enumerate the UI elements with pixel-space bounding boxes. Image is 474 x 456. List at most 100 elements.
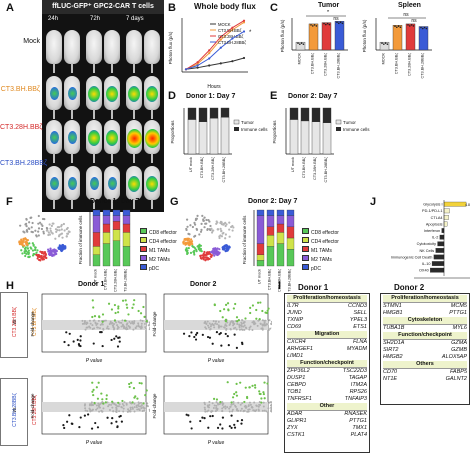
umap-cell: [212, 250, 215, 253]
gene-name: YPEL3: [349, 317, 367, 323]
gene-point: [96, 322, 99, 325]
umap-cell: [193, 221, 196, 224]
gene-name: GZMA: [451, 340, 467, 346]
upregulated-gene: [255, 317, 258, 320]
bioluminescence-signal: [49, 131, 59, 144]
umap-cell: [199, 255, 202, 258]
gene-point: [210, 410, 213, 413]
gene-point: [220, 325, 223, 328]
umap-cell: [60, 223, 63, 227]
gene-point: [217, 320, 220, 323]
umap-cell: [37, 222, 40, 225]
panel-e-label: E: [270, 90, 278, 102]
umap-cell: [186, 225, 189, 228]
upregulated-gene: [235, 394, 239, 397]
umap-cell: [65, 235, 68, 238]
upregulated-gene: [143, 315, 146, 318]
upregulated-gene: [117, 401, 120, 404]
bioluminescence-signal: [88, 130, 100, 146]
umap-cell: [48, 223, 51, 226]
downregulated-gene: [90, 427, 94, 430]
legend-swatch-immune: [336, 127, 341, 131]
fraction-segment: [266, 235, 275, 247]
umap-cell: [34, 229, 37, 232]
umap-cell: [60, 228, 63, 231]
x-axis-label: P value: [208, 440, 225, 446]
gene-point: [214, 320, 217, 323]
gene-point: [263, 323, 266, 326]
umap-cell: [31, 242, 34, 245]
data-point: [196, 64, 199, 67]
gene-point: [206, 410, 209, 413]
legend-label-tumor: Tumor: [343, 120, 356, 125]
upregulated-gene: [110, 308, 114, 311]
umap-cell: [19, 242, 22, 246]
gene-point: [256, 324, 259, 327]
panel-f-label: F: [6, 196, 13, 208]
umap-cell: [54, 250, 57, 253]
umap-cell: [30, 226, 33, 229]
gene-point: [129, 410, 132, 413]
downregulated-gene: [63, 426, 66, 430]
gene-point: [133, 410, 136, 413]
mouse-tail: [151, 63, 153, 73]
gene-point: [253, 401, 256, 404]
umap-cell: [26, 238, 29, 242]
upregulated-gene: [130, 381, 133, 384]
bioluminescence-signal: [146, 176, 158, 192]
fraction-segment: [102, 243, 111, 267]
umap-cell: [21, 252, 24, 255]
fraction-segment: [92, 246, 101, 255]
zscore-bar: [430, 267, 445, 273]
h-donor1-title: Donor 1: [78, 281, 105, 288]
gene-point: [89, 410, 92, 413]
downregulated-gene: [100, 331, 103, 334]
upregulated-gene: [259, 301, 262, 304]
umap-cell: [228, 228, 231, 231]
replicate-dot: [302, 43, 305, 45]
gene-point: [129, 406, 132, 409]
mouse-tail: [71, 153, 73, 163]
bioluminescence-signal: [126, 129, 142, 148]
umap-cell: [58, 234, 61, 237]
mouse-grid: [42, 26, 164, 212]
panel-a-imaging-box: 24h 72h 7 days: [42, 14, 164, 212]
gene-point: [265, 410, 268, 413]
upregulated-gene: [132, 387, 136, 390]
zscore-bar: [435, 248, 445, 253]
legend-label: M2 TAMs: [149, 257, 170, 263]
gene-point: [137, 322, 140, 325]
replicate-dot: [315, 25, 318, 27]
gene-point: [207, 406, 210, 409]
umap-cell: [196, 214, 199, 217]
umap-cell: [39, 259, 42, 262]
gene-point: [240, 328, 243, 331]
umap-cell: [202, 258, 205, 261]
gene-point: [115, 321, 118, 324]
umap-cell: [205, 251, 208, 254]
gene-category-header: Proliferation/homeostasis: [287, 295, 367, 303]
umap-cell: [25, 241, 29, 244]
umap-cell: [66, 232, 70, 235]
panel-a-label: A: [6, 2, 14, 14]
upregulated-gene: [102, 402, 105, 405]
zscore-bar: [431, 261, 445, 266]
downregulated-gene: [233, 333, 236, 336]
panel-a-title: ffLUC-GFP⁺ GPC2-CAR T cells: [42, 0, 164, 14]
downregulated-gene: [185, 413, 188, 416]
gene-point: [211, 402, 214, 405]
downregulated-gene: [62, 424, 65, 427]
umap-cell: [188, 243, 192, 246]
gene-row: TOB1 RPS26: [287, 389, 367, 396]
upregulated-gene: [105, 397, 108, 401]
gene-point: [112, 410, 115, 413]
gene-name: HMGB2: [383, 354, 403, 360]
fold-change-band: [42, 402, 146, 412]
gene-point: [131, 407, 134, 410]
umap-cell: [184, 248, 187, 252]
gene-point: [98, 410, 101, 413]
gene-row: HMGB1 PTTG1: [383, 310, 467, 317]
upregulated-gene: [133, 299, 136, 302]
upregulated-gene: [259, 392, 262, 396]
gene-point: [90, 401, 93, 404]
